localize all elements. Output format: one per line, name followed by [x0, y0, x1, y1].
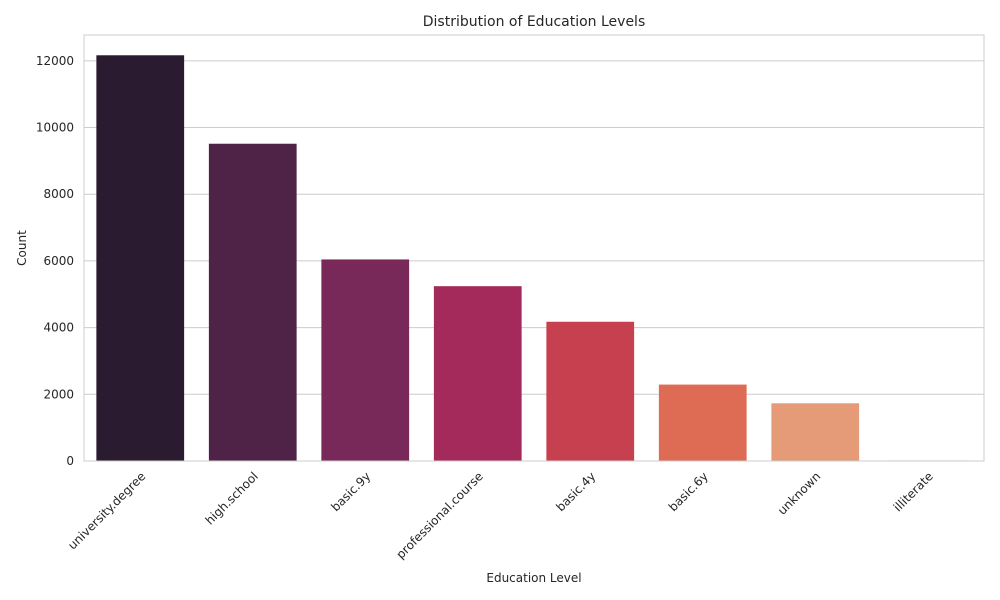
bar-professional-course	[433, 286, 522, 461]
y-tick-label: 12000	[36, 54, 74, 68]
x-tick-label: university.degree	[65, 469, 148, 552]
x-tick-label: professional.course	[393, 469, 485, 561]
bar-basic-4y	[546, 321, 635, 461]
x-axis-label: Education Level	[486, 571, 581, 585]
x-tick-label: basic.4y	[553, 469, 598, 514]
y-axis-label: Count	[15, 230, 29, 266]
x-tick-label: basic.6y	[666, 469, 711, 514]
x-tick-label: high.school	[203, 469, 261, 527]
bar-basic-9y	[321, 259, 410, 461]
y-tick-label: 6000	[43, 254, 74, 268]
plot-frame	[83, 34, 985, 462]
chart-title: Distribution of Education Levels	[423, 14, 645, 30]
y-tick-label: 2000	[43, 387, 74, 401]
y-tick-label: 0	[66, 454, 74, 468]
x-tick-label: illiterate	[891, 469, 936, 514]
x-tick-label: unknown	[775, 469, 823, 517]
bar-unknown	[771, 403, 860, 461]
bar-basic-6y	[658, 384, 747, 461]
x-tick-label: basic.9y	[328, 469, 373, 514]
bars	[96, 55, 972, 461]
y-tick-label: 10000	[36, 121, 74, 135]
bar-university-degree	[96, 55, 185, 461]
bar-high-school	[208, 143, 297, 461]
y-tick-label: 8000	[43, 187, 74, 201]
y-axis-ticks: 0 2000 4000 6000 8000 10000 12000	[36, 54, 74, 468]
x-axis-ticks: university.degree high.school basic.9y prof…	[65, 469, 936, 561]
y-tick-label: 4000	[43, 321, 74, 335]
